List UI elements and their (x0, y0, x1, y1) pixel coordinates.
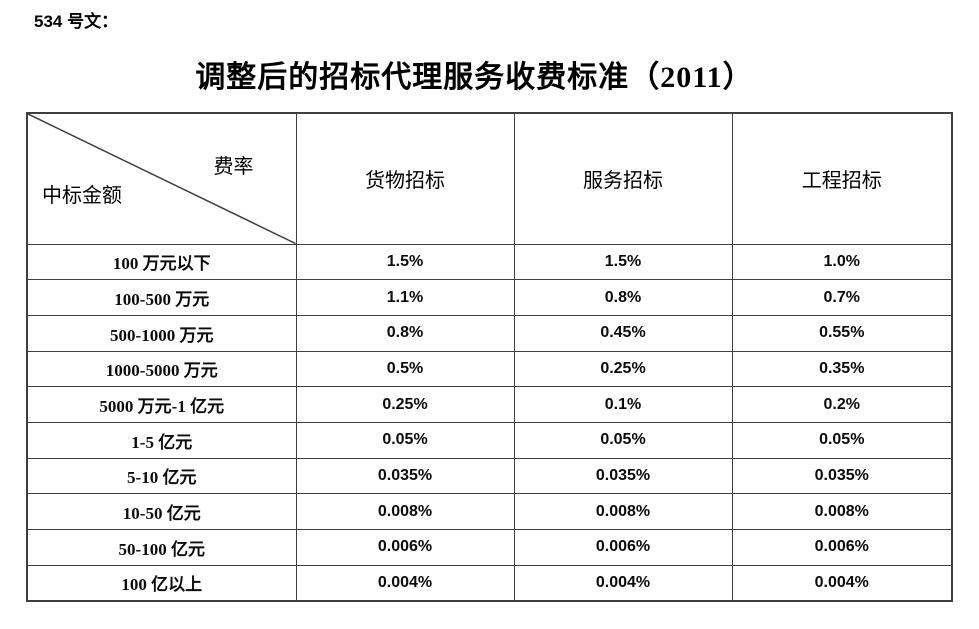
rate-cell: 0.004% (295, 564, 515, 602)
rate-cell: 0.2% (731, 386, 953, 423)
table-row: 1-5 亿元 0.05% 0.05% 0.05% (26, 421, 953, 459)
amount-cell: 100-500 万元 (26, 279, 297, 316)
amount-cell: 50-100 亿元 (26, 529, 297, 566)
rate-cell: 0.006% (295, 529, 515, 566)
rate-cell: 1.5% (513, 243, 733, 281)
amount-cell: 100 万元以下 (26, 243, 297, 281)
rate-cell: 1.5% (295, 243, 515, 281)
rate-cell: 0.035% (295, 457, 515, 495)
rate-cell: 0.7% (731, 279, 953, 316)
rate-cell: 0.35% (731, 350, 953, 388)
table-row: 5000 万元-1 亿元 0.25% 0.1% 0.2% (26, 386, 953, 423)
corner-header-cell: 费率 中标金额 (26, 112, 297, 245)
amount-cell: 100 亿以上 (26, 564, 297, 602)
table-row: 1000-5000 万元 0.5% 0.25% 0.35% (26, 350, 953, 388)
rate-cell: 0.45% (513, 314, 733, 352)
rate-cell: 0.006% (513, 529, 733, 566)
table-row: 500-1000 万元 0.8% 0.45% 0.55% (26, 314, 953, 352)
amount-cell: 5000 万元-1 亿元 (26, 386, 297, 423)
corner-amount-label: 中标金额 (42, 184, 122, 207)
amount-cell: 1-5 亿元 (26, 421, 297, 459)
rate-cell: 0.05% (295, 421, 515, 459)
rate-cell: 0.25% (513, 350, 733, 388)
rate-cell: 0.05% (513, 421, 733, 459)
table-row: 50-100 亿元 0.006% 0.006% 0.006% (26, 529, 953, 566)
page-title: 调整后的招标代理服务收费标准（2011） (195, 61, 754, 94)
table-row: 5-10 亿元 0.035% 0.035% 0.035% (26, 457, 953, 495)
table-row: 100 万元以下 1.5% 1.5% 1.0% (26, 243, 953, 281)
table-row: 100-500 万元 1.1% 0.8% 0.7% (26, 279, 953, 316)
rate-cell: 1.0% (731, 243, 953, 281)
rate-cell: 0.5% (295, 350, 515, 388)
rate-cell: 0.8% (513, 279, 733, 316)
fee-rate-table: 费率 中标金额 货物招标 服务招标 工程招标 100 万元以下 1.5% 1.5… (26, 112, 953, 602)
diagonal-divider-line (28, 114, 296, 244)
column-header-goods: 货物招标 (295, 112, 515, 245)
amount-cell: 10-50 亿元 (26, 493, 297, 530)
rate-cell: 0.035% (731, 457, 953, 495)
amount-cell: 1000-5000 万元 (26, 350, 297, 388)
rate-cell: 0.8% (295, 314, 515, 352)
rate-cell: 0.008% (513, 493, 733, 530)
table-row: 100 亿以上 0.004% 0.004% 0.004% (26, 564, 953, 602)
rate-cell: 0.006% (731, 529, 953, 566)
corner-rate-label: 费率 (213, 156, 254, 178)
rate-cell: 0.25% (295, 386, 515, 423)
table-row: 10-50 亿元 0.008% 0.008% 0.008% (26, 493, 953, 530)
rate-cell: 0.55% (731, 314, 953, 352)
rate-cell: 0.1% (513, 386, 733, 423)
rate-cell: 0.008% (731, 493, 953, 530)
rate-cell: 1.1% (295, 279, 515, 316)
rate-cell: 0.004% (731, 564, 953, 602)
doc-number-label: 534 号文： (34, 12, 119, 31)
amount-cell: 500-1000 万元 (26, 314, 297, 352)
rate-cell: 0.008% (295, 493, 515, 530)
rate-cell: 0.035% (513, 457, 733, 495)
column-header-engineering: 工程招标 (731, 112, 953, 245)
rate-cell: 0.004% (513, 564, 733, 602)
column-header-service: 服务招标 (513, 112, 733, 245)
amount-cell: 5-10 亿元 (26, 457, 297, 495)
rate-cell: 0.05% (731, 421, 953, 459)
header-row: 费率 中标金额 货物招标 服务招标 工程招标 (26, 112, 953, 245)
